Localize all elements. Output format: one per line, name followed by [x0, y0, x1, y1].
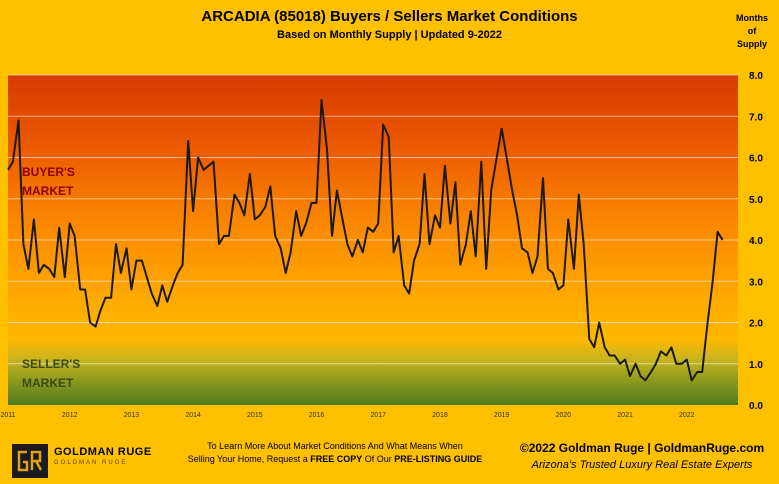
logo-wordmark: GOLDMAN RUGE [54, 446, 152, 458]
y-tick-label: 0.0 [749, 401, 763, 412]
y-axis-title-line: of [747, 26, 757, 36]
chart-subtitle: Based on Monthly Supply | Updated 9-2022 [277, 29, 502, 41]
market-conditions-chart: 0.0 1.0 2.0 3.0 4.0 5.0 6.0 7.0 8.0 2011 2012 2013… [0, 71, 763, 419]
x-tick-label: 2016 [309, 412, 325, 419]
x-tick-label: 2013 [124, 412, 140, 419]
cta-pre-listing-guide: PRE-LISTING GUIDE [394, 454, 483, 464]
tagline: Arizona's Trusted Luxury Real Estate Exp… [531, 459, 753, 471]
x-tick-label: 2020 [556, 412, 572, 419]
x-tick-label: 2019 [494, 412, 510, 419]
cta-free-copy: FREE COPY [310, 454, 363, 464]
y-tick-label: 3.0 [749, 277, 763, 288]
x-tick-label: 2012 [62, 412, 78, 419]
footer [0, 436, 779, 484]
buyers-market-line2: MARKET [22, 184, 74, 198]
y-axis-title-line: Supply [736, 39, 767, 49]
x-tick-label: 2015 [247, 412, 263, 419]
y-axis-ticks: 0.0 1.0 2.0 3.0 4.0 5.0 6.0 7.0 8.0 [749, 71, 763, 412]
cta-line1: To Learn More About Market Conditions An… [207, 441, 463, 451]
x-tick-label: 2018 [432, 412, 448, 419]
cta-text-pre: Selling Your Home, Request a [187, 454, 311, 464]
y-tick-label: 7.0 [749, 112, 763, 123]
y-axis-title-line: Months [736, 13, 768, 23]
x-axis-ticks: 2011 2012 2013 2014 2015 2016 2017 2018 2019 2020… [0, 412, 694, 419]
y-tick-label: 2.0 [749, 319, 763, 330]
x-tick-label: 2017 [370, 412, 386, 419]
y-axis-title: Months of Supply [726, 12, 778, 51]
cta-text-mid: Of Our [362, 454, 395, 464]
cta-text: To Learn More About Market Conditions An… [170, 440, 500, 466]
x-tick-label: 2021 [617, 412, 633, 419]
buyers-market-label: BUYER'S MARKET [22, 163, 75, 201]
buyers-market-line1: BUYER'S [22, 165, 75, 179]
sellers-market-label: SELLER'S MARKET [22, 355, 80, 393]
x-tick-label: 2014 [185, 412, 201, 419]
y-tick-label: 6.0 [749, 154, 763, 165]
supply-series-line [7, 98, 724, 382]
y-tick-label: 8.0 [749, 71, 763, 82]
sellers-market-line1: SELLER'S [22, 357, 81, 371]
x-tick-label: 2011 [0, 412, 15, 419]
y-tick-label: 1.0 [749, 360, 763, 371]
goldman-ruge-logo-icon [12, 444, 48, 478]
sellers-market-line2: MARKET [22, 376, 74, 390]
cta-line2: Selling Your Home, Request a FREE COPY O… [170, 453, 500, 466]
y-tick-label: 4.0 [749, 236, 763, 247]
copyright-text: ©2022 Goldman Ruge | GoldmanRuge.com [519, 441, 765, 455]
chart-title: ARCADIA (85018) Buyers / Sellers Market … [201, 8, 578, 25]
x-tick-label: 2022 [679, 412, 695, 419]
logo-subtext: GOLDMAN RUGE [54, 460, 128, 466]
y-tick-label: 5.0 [749, 195, 763, 206]
